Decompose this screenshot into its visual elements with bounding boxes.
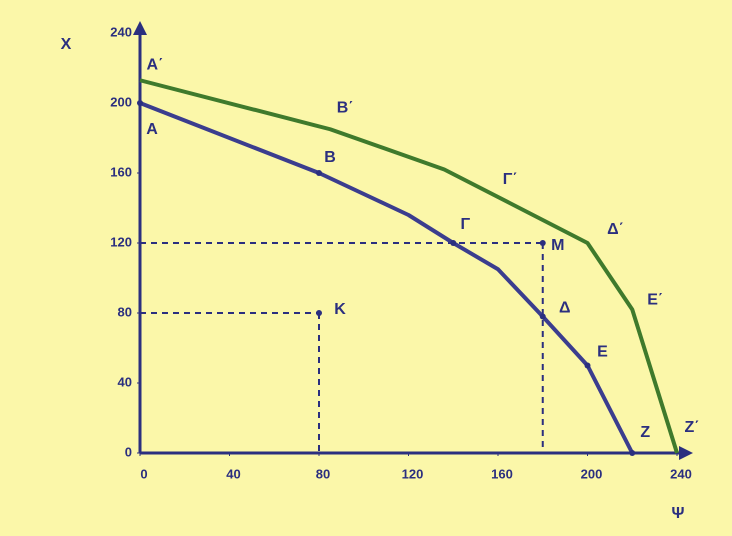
point-label: Z΄ [684, 419, 699, 436]
point-label: B΄ [337, 99, 354, 116]
point-label: Γ [460, 216, 470, 233]
x-axis-arrow [679, 446, 693, 460]
x-tick-label: 120 [402, 466, 424, 481]
point-marker [316, 310, 322, 316]
point-marker [316, 170, 322, 176]
x-tick-label: 0 [140, 466, 147, 481]
point-marker [539, 313, 546, 320]
y-axis-label: X [61, 36, 72, 53]
x-tick-label: 200 [581, 466, 603, 481]
point-marker [629, 450, 636, 456]
y-tick-label: 200 [110, 94, 132, 109]
point-label: A΄ [147, 56, 164, 73]
x-tick-label: 240 [670, 466, 692, 481]
point-label: M [551, 237, 564, 254]
point-marker [584, 362, 591, 369]
point-label: Δ΄ [607, 221, 624, 238]
point-label: K [334, 301, 346, 318]
point-label: Δ [559, 300, 571, 317]
y-tick-label: 240 [110, 24, 132, 39]
x-tick-label: 40 [226, 466, 240, 481]
series-line [139, 101, 635, 454]
point-label: E [597, 344, 608, 361]
series-line [139, 78, 679, 454]
point-label: A [146, 121, 158, 138]
x-tick-label: 160 [491, 466, 513, 481]
y-tick-label: 0 [125, 444, 132, 459]
point-marker [539, 240, 546, 246]
y-tick-label: 120 [110, 234, 132, 249]
x-axis-label: Ψ [672, 505, 685, 522]
x-tick-label: 80 [316, 466, 330, 481]
point-marker [137, 100, 143, 106]
y-tick-label: 40 [118, 374, 132, 389]
y-tick-label: 80 [118, 304, 132, 319]
point-label: Z [640, 424, 650, 441]
y-axis-arrow [133, 21, 147, 35]
y-tick-label: 160 [110, 164, 132, 179]
point-marker [450, 240, 457, 246]
point-label: Γ΄ [503, 171, 518, 188]
point-label: B [324, 149, 336, 166]
point-label: E΄ [647, 292, 663, 309]
